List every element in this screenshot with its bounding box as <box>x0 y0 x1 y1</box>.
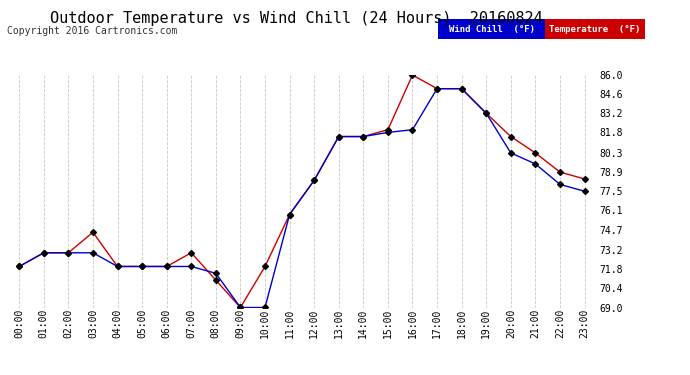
Text: Copyright 2016 Cartronics.com: Copyright 2016 Cartronics.com <box>7 26 177 36</box>
Text: Outdoor Temperature vs Wind Chill (24 Hours)  20160824: Outdoor Temperature vs Wind Chill (24 Ho… <box>50 11 543 26</box>
Text: Temperature  (°F): Temperature (°F) <box>549 25 641 34</box>
Text: Wind Chill  (°F): Wind Chill (°F) <box>448 25 535 34</box>
